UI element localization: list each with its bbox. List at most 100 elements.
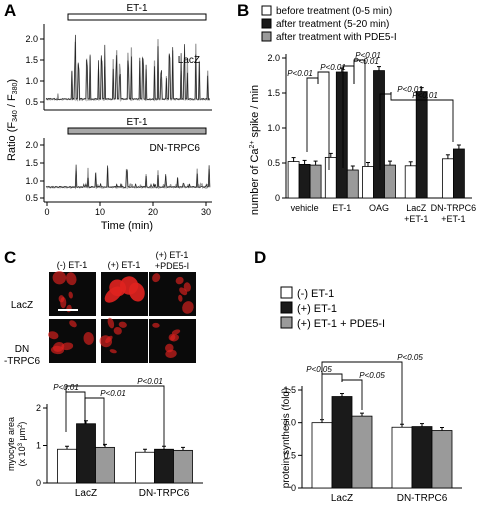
legend-label-minus-et1: (-) ET-1 bbox=[297, 288, 334, 300]
category-label: DN-TRPC6 bbox=[139, 488, 190, 499]
bar bbox=[173, 449, 193, 484]
bar bbox=[287, 161, 300, 199]
y-tick-label: 0 bbox=[291, 483, 296, 493]
significance-label: P<0.01 bbox=[397, 85, 423, 94]
legend-label-pde5: after treatment with PDE5-I bbox=[276, 32, 397, 43]
cell bbox=[178, 294, 183, 302]
micrograph-col-header: (+) ET-1 bbox=[156, 250, 189, 260]
significance-label: P<0.01 bbox=[137, 377, 163, 386]
bar bbox=[404, 165, 417, 199]
top-ytick: 1.5 bbox=[25, 55, 38, 65]
cell bbox=[83, 331, 94, 345]
category-sublabel: +ET-1 bbox=[441, 214, 465, 224]
top-ytick: 0.5 bbox=[25, 97, 38, 107]
bar-chart-d: 1.5 1.0 0.5 0 LacZ DN-TRPC6 P<0.05 P<0.05 P<0.05 bbox=[283, 353, 462, 504]
panel-label-a: A bbox=[4, 1, 16, 20]
cell bbox=[52, 271, 67, 285]
y-tick-label: 2 bbox=[36, 403, 41, 413]
micrograph-row-label-dn: -TRPC6 bbox=[4, 356, 41, 367]
bar bbox=[384, 164, 396, 199]
category-label: ET-1 bbox=[332, 203, 351, 213]
micrograph-grid bbox=[48, 271, 196, 363]
micrograph-col-header: (-) ET-1 bbox=[57, 260, 88, 270]
significance-label: P<0.01 bbox=[355, 51, 381, 60]
bar bbox=[335, 71, 348, 199]
treatment-bar-label-bottom: ET-1 bbox=[126, 117, 148, 128]
y-tick-label: 0.5 bbox=[283, 450, 296, 460]
cell bbox=[109, 279, 127, 297]
legend-swatch-plus-et1-pde5 bbox=[280, 316, 293, 329]
bar bbox=[411, 426, 433, 489]
legend-swatch-pde5 bbox=[261, 31, 272, 42]
trace-line bbox=[45, 39, 210, 102]
y-tick-label: 2.0 bbox=[267, 53, 280, 63]
category-label: LacZ bbox=[75, 488, 97, 499]
cell bbox=[152, 322, 160, 328]
significance-label: P<0.01 bbox=[100, 389, 126, 398]
panel-label-d: D bbox=[254, 248, 266, 267]
calcium-trace-lacz bbox=[45, 34, 211, 102]
trace-frame-bottom bbox=[40, 138, 212, 206]
significance-bracket bbox=[353, 59, 366, 166]
bar bbox=[351, 415, 373, 489]
y-axis-label-ratio: Ratio (F340 / F380) bbox=[6, 79, 19, 161]
y-tick-label: 0 bbox=[36, 478, 41, 488]
legend-label-after: after treatment (5-20 min) bbox=[276, 19, 389, 30]
xtick: 20 bbox=[148, 207, 158, 217]
bar bbox=[346, 169, 359, 199]
cell bbox=[113, 327, 122, 335]
significance-bracket bbox=[84, 397, 105, 446]
bar bbox=[373, 70, 385, 199]
cell bbox=[152, 273, 161, 283]
bar bbox=[362, 166, 374, 199]
bar bbox=[415, 91, 428, 199]
micrograph-row-label-dn: DN bbox=[15, 344, 29, 355]
y-tick-label: 1.5 bbox=[283, 385, 296, 395]
bottom-ytick: 0.5 bbox=[25, 193, 38, 203]
legend-swatch-minus-et1 bbox=[280, 286, 293, 299]
category-label: OAG bbox=[369, 203, 389, 213]
cell bbox=[68, 291, 73, 299]
cell bbox=[171, 329, 181, 335]
y-tick-label: 1 bbox=[36, 441, 41, 451]
cell bbox=[69, 320, 77, 328]
bar bbox=[154, 448, 174, 484]
significance-bracket bbox=[341, 379, 363, 410]
bar bbox=[331, 396, 353, 489]
cell bbox=[183, 282, 191, 292]
significance-label: P<0.01 bbox=[412, 91, 438, 100]
bar bbox=[452, 148, 465, 199]
trace-line bbox=[45, 164, 211, 189]
significance-bracket bbox=[321, 361, 403, 424]
y-tick-label: 0 bbox=[275, 193, 280, 203]
calcium-trace-dn-trpc6 bbox=[45, 164, 211, 190]
significance-bracket bbox=[317, 71, 330, 170]
bar bbox=[135, 451, 155, 484]
category-label: vehicle bbox=[291, 203, 319, 213]
cell bbox=[48, 331, 59, 340]
treatment-bar-top bbox=[67, 13, 207, 21]
y-axis-label-myocyte-area: myocyte area bbox=[6, 417, 16, 471]
y-tick-label: 1.0 bbox=[283, 418, 296, 428]
bar bbox=[431, 430, 453, 489]
legend-swatch-after bbox=[261, 18, 272, 29]
significance-label: P<0.01 bbox=[353, 57, 379, 66]
cell bbox=[65, 272, 77, 286]
bottom-ytick: 1.0 bbox=[25, 176, 38, 186]
legend-swatch-before bbox=[261, 5, 272, 16]
category-label: DN-TRPC6 bbox=[397, 493, 448, 504]
bar bbox=[309, 164, 322, 199]
bar bbox=[95, 446, 115, 484]
cell bbox=[107, 317, 115, 329]
y-tick-label: 1.0 bbox=[267, 123, 280, 133]
xtick: 10 bbox=[95, 207, 105, 217]
bottom-ytick: 1.5 bbox=[25, 158, 38, 168]
cell bbox=[179, 287, 188, 296]
micrograph-row-label-lacz: LacZ bbox=[11, 300, 33, 311]
category-label: LacZ bbox=[331, 493, 353, 504]
legend-label-plus-et1: (+) ET-1 bbox=[297, 303, 337, 315]
trace-label-dn-trpc6: DN-TRPC6 bbox=[149, 143, 200, 154]
